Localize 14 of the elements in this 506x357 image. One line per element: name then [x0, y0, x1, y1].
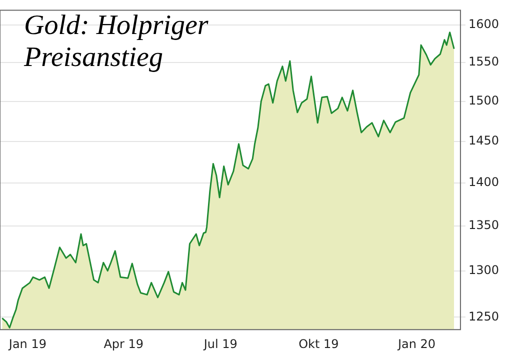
- y-tick-label: 1400: [468, 175, 500, 190]
- y-tick-label: 1450: [468, 134, 500, 148]
- x-tick-label: Jan 19: [8, 336, 47, 351]
- y-tick-label: 1350: [468, 218, 500, 232]
- y-tick-label: 1500: [468, 93, 500, 108]
- x-tick-label: Apr 19: [104, 336, 144, 351]
- x-tick-label: Jul 19: [202, 336, 238, 351]
- y-tick-label: 1300: [468, 262, 500, 277]
- x-tick-label: Okt 19: [298, 336, 339, 351]
- x-tick-label: Jan 20: [396, 336, 436, 351]
- y-tick-label: 1600: [468, 17, 500, 32]
- text: Gold: Holpriger Preisanstieg: [24, 10, 210, 74]
- y-tick-label: 1250: [468, 309, 500, 324]
- y-tick-label: 1550: [468, 54, 500, 69]
